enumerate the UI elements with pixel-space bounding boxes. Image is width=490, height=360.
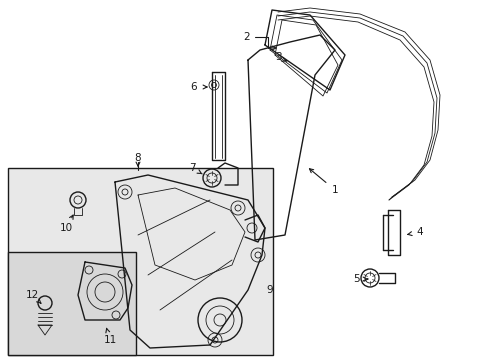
Text: 2: 2: [244, 32, 250, 42]
Bar: [8, 252, 136, 355]
Text: 3: 3: [275, 52, 281, 62]
Text: 4: 4: [416, 227, 423, 237]
Text: 10: 10: [59, 223, 73, 233]
Text: 11: 11: [103, 335, 117, 345]
Bar: [8, 168, 273, 355]
Text: 6: 6: [191, 82, 197, 92]
Text: 9: 9: [267, 285, 273, 295]
Text: 12: 12: [25, 290, 39, 300]
Text: 8: 8: [135, 153, 141, 163]
Text: 7: 7: [189, 163, 196, 173]
Text: 1: 1: [332, 185, 338, 195]
Text: 5: 5: [353, 274, 359, 284]
